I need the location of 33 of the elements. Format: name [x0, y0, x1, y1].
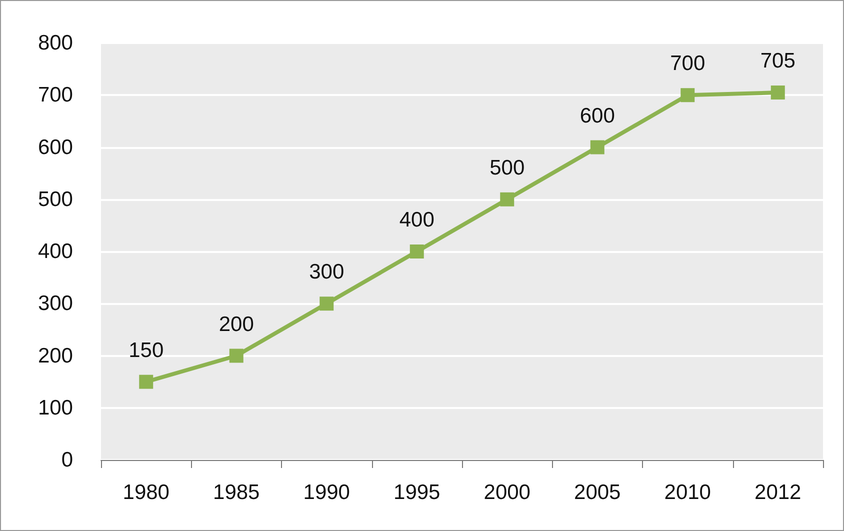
point: [680, 88, 695, 102]
x-tick-label: 1985: [213, 481, 260, 504]
x-tick-label: 2010: [664, 481, 711, 504]
x-tick-label: 1990: [303, 481, 350, 504]
point: [139, 374, 154, 389]
y-tick-label: 800: [38, 32, 73, 54]
y-tick-label: 300: [38, 292, 73, 316]
point: [500, 192, 514, 206]
data-label: 400: [399, 208, 434, 232]
y-tick-label: 700: [38, 84, 73, 107]
y-tick-label: 400: [38, 240, 73, 263]
data-label: 700: [670, 52, 706, 76]
data-label: 150: [128, 338, 164, 362]
data-label: 500: [490, 156, 525, 180]
y-tick-label: 600: [38, 136, 73, 159]
data-label: 200: [218, 312, 254, 336]
x-tick-label: 2012: [754, 481, 802, 504]
data-label: 705: [760, 50, 796, 73]
x-tick-label: 2005: [574, 481, 621, 504]
x-tick-label: 1980: [122, 481, 170, 504]
y-tick-label: 100: [38, 396, 73, 420]
y-tick-label: 500: [38, 188, 73, 211]
x-tick-label: 1995: [394, 481, 440, 504]
x-tick-label: 2000: [484, 481, 530, 504]
point: [590, 140, 604, 154]
point: [410, 244, 424, 258]
y-tick-label: 0: [61, 448, 73, 472]
data-label: 600: [580, 104, 615, 128]
data-label: 300: [309, 260, 344, 284]
point: [320, 296, 334, 311]
y-tick-label: 200: [38, 344, 73, 368]
point: [229, 348, 244, 363]
point: [770, 86, 785, 100]
